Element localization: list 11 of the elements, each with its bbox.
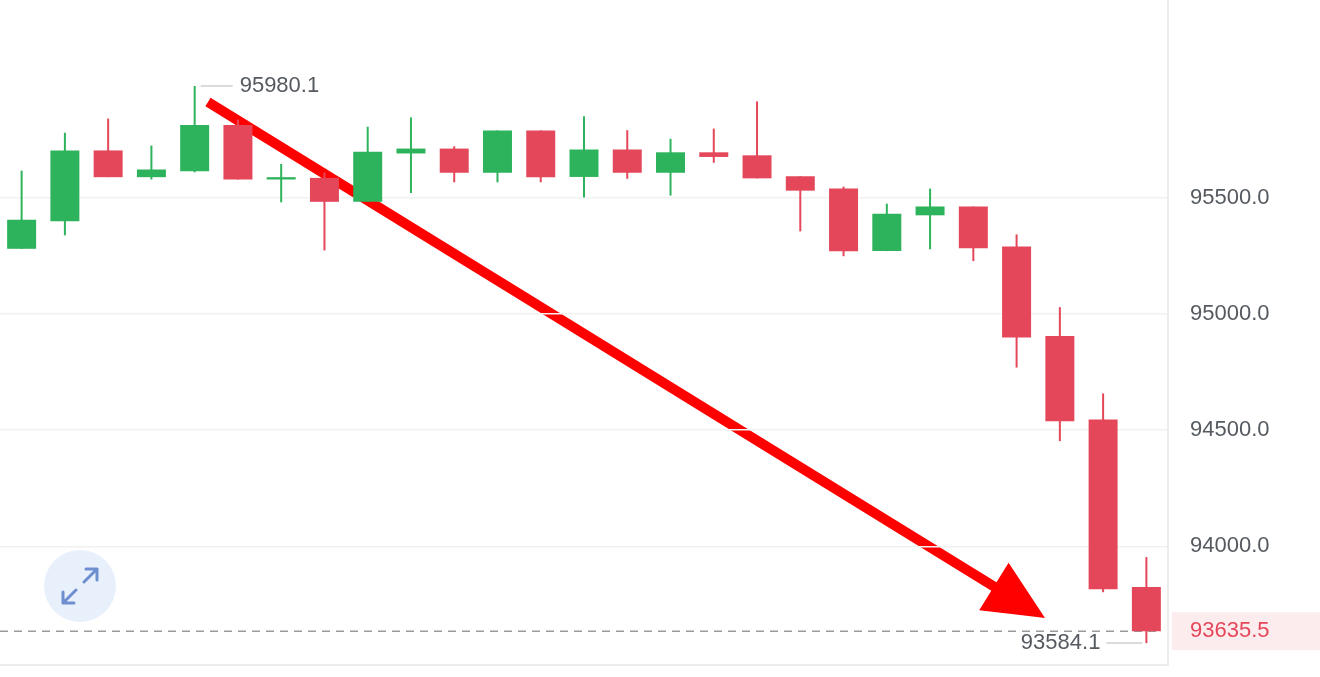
- y-tick-label: 95500.0: [1190, 183, 1270, 209]
- y-tick-label: 94000.0: [1190, 532, 1270, 558]
- y-tick-label: 94500.0: [1190, 416, 1270, 442]
- y-tick-label: 95000.0: [1190, 299, 1270, 325]
- candlestick: [136, 144, 166, 181]
- annotation: 93584.1: [1020, 629, 1101, 655]
- ref-line-label: 93635.5: [1190, 617, 1270, 643]
- candlestick: [699, 127, 729, 164]
- candlestick: [915, 187, 945, 251]
- candlestick: [266, 162, 296, 204]
- annotation: 95980.1: [239, 72, 320, 98]
